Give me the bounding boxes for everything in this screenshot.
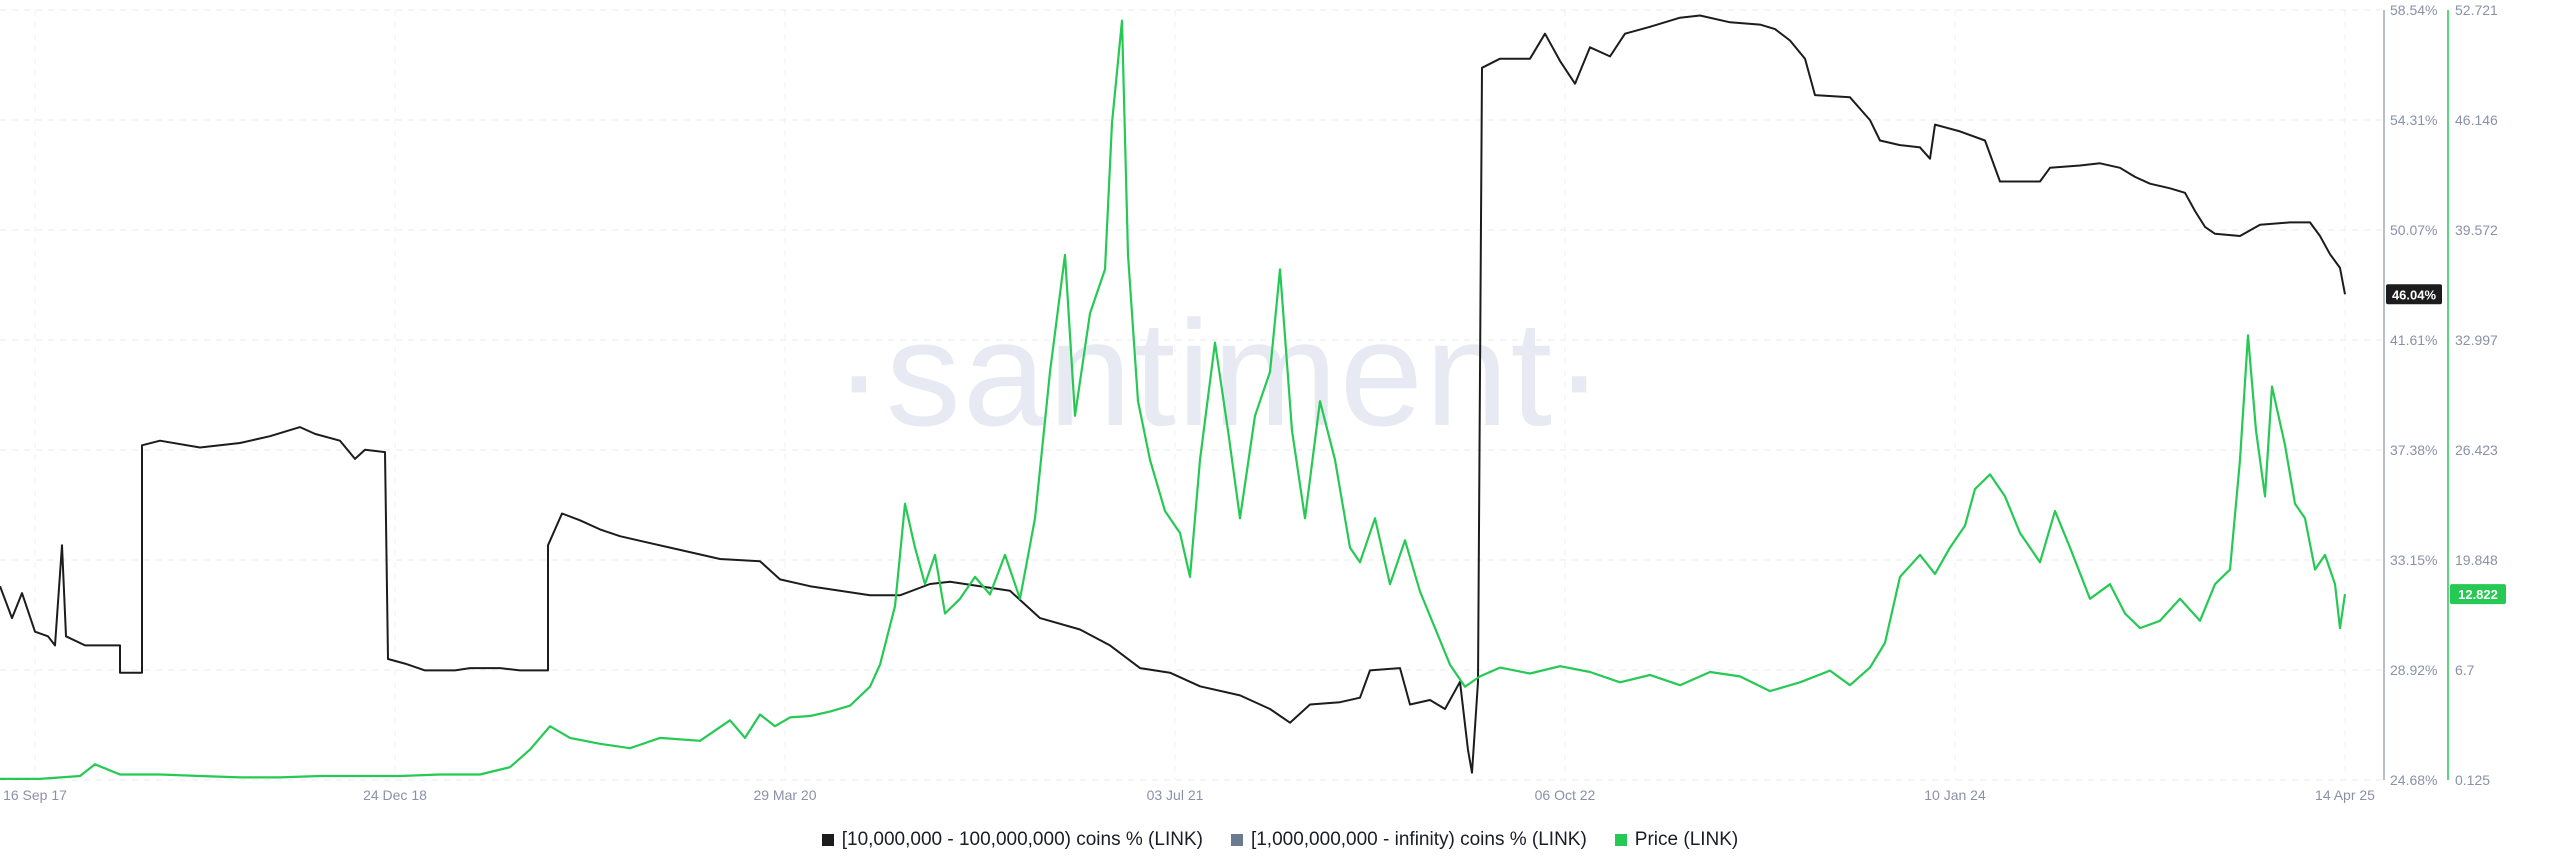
x-tick-label: 03 Jul 21 <box>1147 787 1204 803</box>
x-tick-label: 14 Apr 25 <box>2315 787 2375 803</box>
right-axis-ticks: 52.721 46.146 39.572 32.997 26.423 19.848 6.7 0… <box>2455 2 2498 788</box>
right-tick-label: 32.997 <box>2455 332 2498 348</box>
x-tick-label: 16 Sep 17 <box>3 787 67 803</box>
axes <box>2383 10 2449 780</box>
right-tick-label: 46.146 <box>2455 112 2498 128</box>
legend-label-whales: [1,000,000,000 - infinity) coins % (LINK… <box>1250 829 1587 850</box>
legend-label-price: Price (LINK) <box>1634 829 1739 850</box>
price-value-label: 12.822 <box>2458 587 2498 602</box>
price-value-badge <box>2450 584 2506 605</box>
legend-item-price[interactable]: Price (LINK) <box>1614 829 1739 851</box>
legend-item-holdings[interactable]: [10,000,000 - 100,000,000) coins % (LINK… <box>821 829 1203 851</box>
legend-swatch-holdings <box>821 834 834 846</box>
legend-swatch-price <box>1614 834 1627 846</box>
legend-label-holdings: [10,000,000 - 100,000,000) coins % (LINK… <box>841 829 1203 850</box>
left-tick-label: 54.31% <box>2390 112 2437 128</box>
left-tick-label: 50.07% <box>2390 222 2437 238</box>
left-tick-label: 58.54% <box>2390 2 2437 18</box>
left-axis-ticks: 58.54% 54.31% 50.07% 41.61% 37.38% 33.15% 28.9… <box>2390 2 2437 788</box>
x-tick-label: 06 Oct 22 <box>1535 787 1596 803</box>
series-layer <box>0 14 2347 780</box>
price-series-line <box>0 19 2347 780</box>
x-tick-label: 29 Mar 20 <box>753 787 816 803</box>
left-tick-label: 37.38% <box>2390 442 2437 458</box>
left-tick-label: 41.61% <box>2390 332 2437 348</box>
legend-swatch-whales <box>1230 834 1243 846</box>
grid-lines <box>0 9 2384 781</box>
right-tick-label: 52.721 <box>2455 2 2498 18</box>
current-value-badges: 46.04% 12.822 <box>2386 284 2506 605</box>
x-axis-ticks: 16 Sep 17 24 Dec 18 29 Mar 20 03 Jul 21 06 O… <box>3 787 2375 803</box>
left-tick-label: 28.92% <box>2390 662 2437 678</box>
right-tick-label: 6.7 <box>2455 662 2475 678</box>
left-tick-label: 33.15% <box>2390 552 2437 568</box>
right-tick-label: 26.423 <box>2455 442 2498 458</box>
holdings-value-label: 46.04% <box>2392 287 2437 302</box>
holdings-series-line <box>0 14 2346 774</box>
legend-item-whales[interactable]: [1,000,000,000 - infinity) coins % (LINK… <box>1230 829 1587 851</box>
right-tick-label: 19.848 <box>2455 552 2498 568</box>
right-tick-label: 39.572 <box>2455 222 2498 238</box>
x-tick-label: 10 Jan 24 <box>1924 787 1986 803</box>
holdings-value-badge <box>2386 284 2442 305</box>
left-tick-label: 24.68% <box>2390 772 2437 788</box>
legend: [10,000,000 - 100,000,000) coins % (LINK… <box>0 829 2560 851</box>
x-tick-label: 24 Dec 18 <box>363 787 427 803</box>
right-tick-label: 0.125 <box>2455 772 2490 788</box>
